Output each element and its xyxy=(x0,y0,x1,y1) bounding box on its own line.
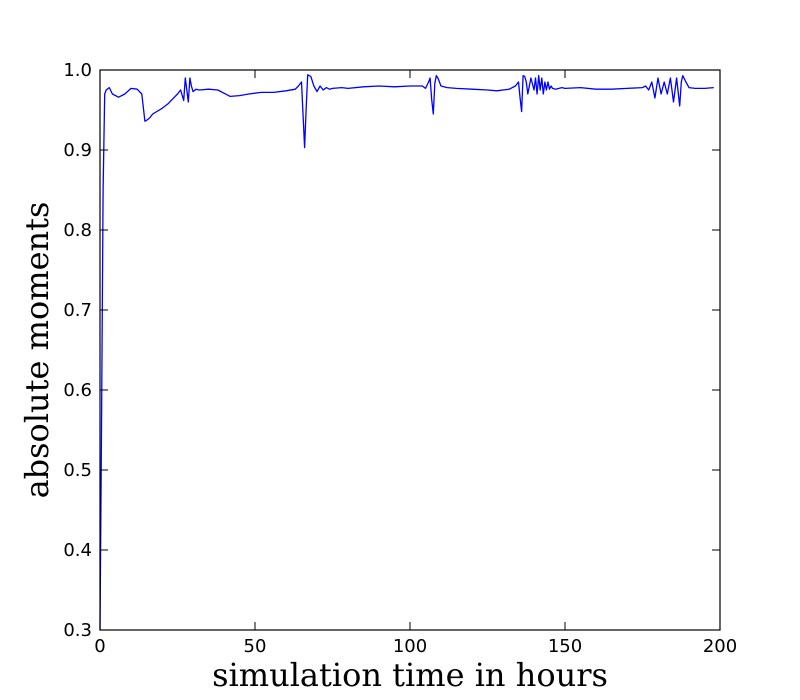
y-tick-label: 0.5 xyxy=(63,460,92,481)
y-tick-label: 0.6 xyxy=(63,380,92,401)
y-tick-label: 0.3 xyxy=(63,620,92,641)
y-tick-label: 0.8 xyxy=(63,220,92,241)
y-axis-label: absolute moments xyxy=(18,202,56,499)
plot-group: 0 50 100 150 200 0.3 0.4 0.5 0.6 0.7 0.8 0.9 1.0 xyxy=(63,60,737,657)
y-tick-label: 1.0 xyxy=(63,60,92,81)
x-tick-label: 100 xyxy=(393,636,427,657)
x-tick-label: 150 xyxy=(548,636,582,657)
y-tick-label: 0.9 xyxy=(63,140,92,161)
x-tick-label: 200 xyxy=(703,636,737,657)
y-tick-label: 0.4 xyxy=(63,540,92,561)
x-tick-label: 0 xyxy=(94,636,105,657)
series-line-0 xyxy=(99,74,714,631)
x-axis-label: simulation time in hours xyxy=(212,656,608,694)
y-tick-label: 0.7 xyxy=(63,300,92,321)
x-tick-label: 50 xyxy=(244,636,267,657)
